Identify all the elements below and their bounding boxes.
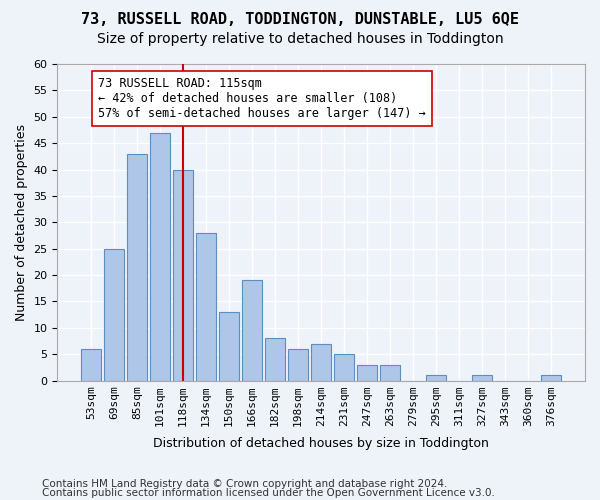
- Bar: [541, 376, 561, 380]
- Bar: [334, 354, 354, 380]
- X-axis label: Distribution of detached houses by size in Toddington: Distribution of detached houses by size …: [153, 437, 489, 450]
- Bar: [289, 349, 308, 380]
- Bar: [358, 364, 377, 380]
- Text: 73, RUSSELL ROAD, TODDINGTON, DUNSTABLE, LU5 6QE: 73, RUSSELL ROAD, TODDINGTON, DUNSTABLE,…: [81, 12, 519, 28]
- Bar: [127, 154, 147, 380]
- Bar: [104, 248, 124, 380]
- Text: Size of property relative to detached houses in Toddington: Size of property relative to detached ho…: [97, 32, 503, 46]
- Bar: [82, 349, 101, 380]
- Bar: [151, 132, 170, 380]
- Bar: [380, 364, 400, 380]
- Bar: [472, 376, 492, 380]
- Text: 73 RUSSELL ROAD: 115sqm
← 42% of detached houses are smaller (108)
57% of semi-d: 73 RUSSELL ROAD: 115sqm ← 42% of detache…: [98, 77, 426, 120]
- Bar: [220, 312, 239, 380]
- Bar: [427, 376, 446, 380]
- Bar: [196, 233, 216, 380]
- Bar: [242, 280, 262, 380]
- Y-axis label: Number of detached properties: Number of detached properties: [15, 124, 28, 321]
- Bar: [265, 338, 285, 380]
- Bar: [173, 170, 193, 380]
- Bar: [311, 344, 331, 380]
- Text: Contains HM Land Registry data © Crown copyright and database right 2024.: Contains HM Land Registry data © Crown c…: [42, 479, 448, 489]
- Text: Contains public sector information licensed under the Open Government Licence v3: Contains public sector information licen…: [42, 488, 495, 498]
